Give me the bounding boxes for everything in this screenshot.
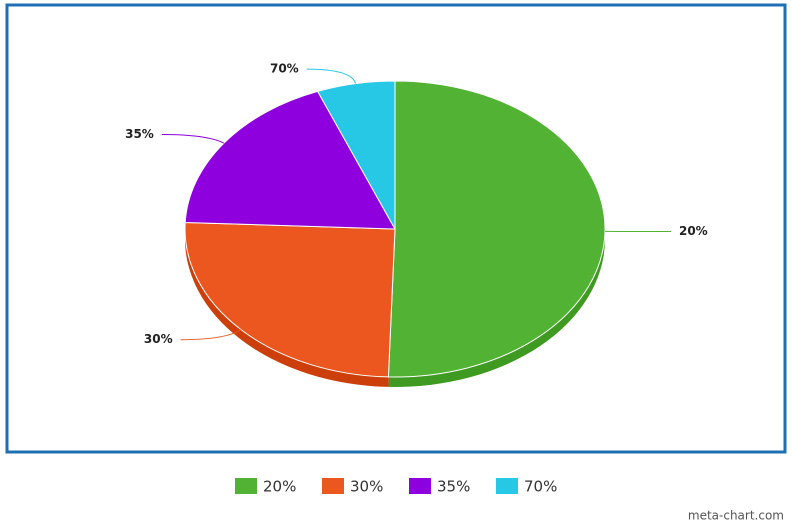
leader-line bbox=[180, 329, 242, 341]
slice-label: 20% bbox=[679, 224, 708, 238]
slice-label: 35% bbox=[125, 127, 154, 141]
leader-line bbox=[161, 134, 225, 144]
legend-swatch bbox=[235, 478, 257, 494]
legend-label: 35% bbox=[437, 478, 470, 496]
legend-label: 30% bbox=[350, 478, 383, 496]
slice bbox=[387, 80, 606, 378]
legend-label: 20% bbox=[263, 478, 296, 496]
legend-swatch bbox=[496, 478, 518, 494]
source-credit: meta-chart.com bbox=[688, 509, 784, 523]
leader-line bbox=[306, 68, 357, 84]
slice-label: 70% bbox=[270, 62, 299, 76]
legend-swatch bbox=[322, 478, 344, 494]
legend-swatch bbox=[409, 478, 431, 494]
slice bbox=[316, 80, 396, 231]
legend-label: 70% bbox=[524, 478, 557, 496]
slice-label: 30% bbox=[144, 332, 173, 346]
slice bbox=[184, 221, 396, 378]
